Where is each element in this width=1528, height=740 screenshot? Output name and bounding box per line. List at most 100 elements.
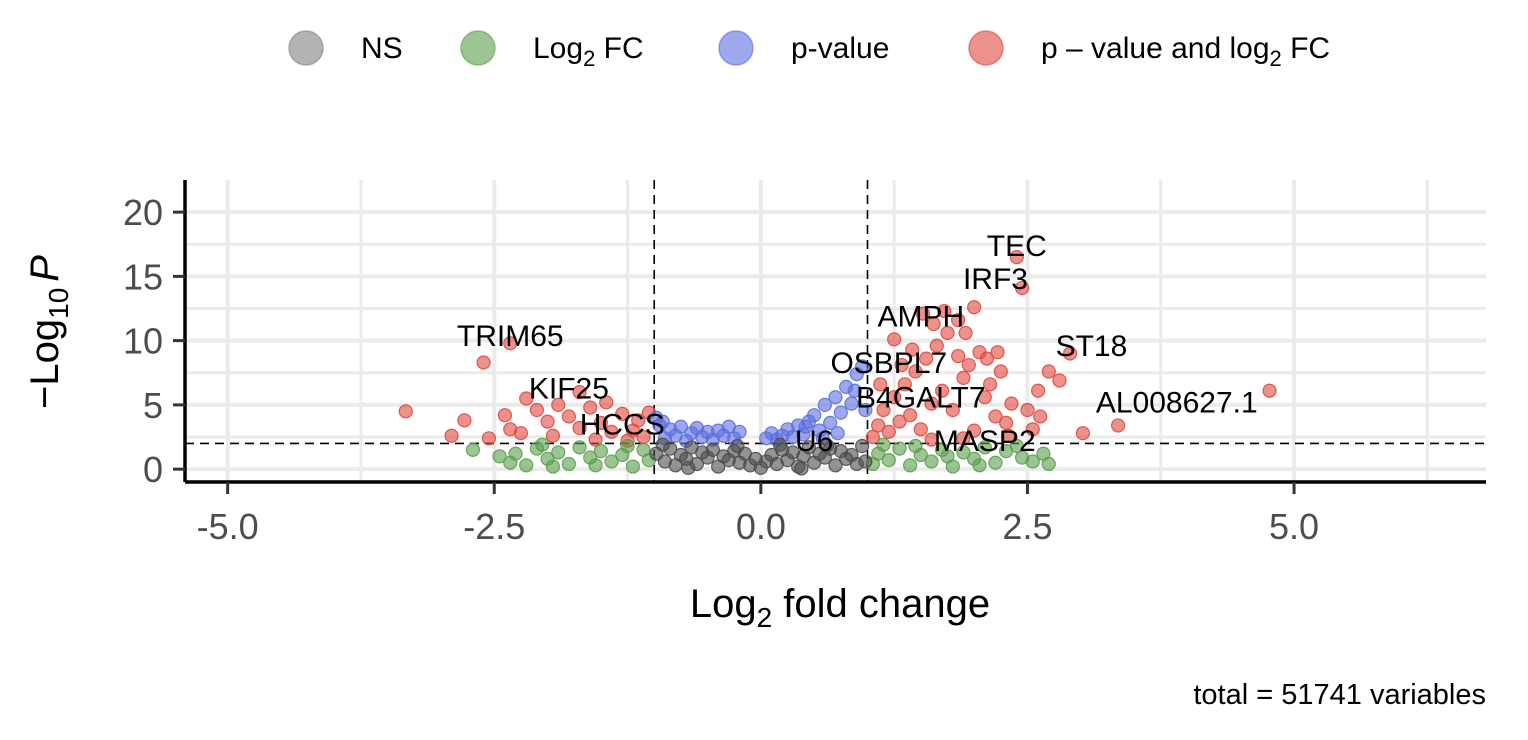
legend-key-fc [460,30,496,66]
point-both [887,390,902,405]
point-both [873,377,888,392]
x-axis-ticks: -5.0 -2.5 0.0 2.5 5.0 [197,482,1319,547]
point-fc [972,458,987,473]
point-both [593,415,608,430]
point-both [979,351,995,366]
legend-key-p [718,30,754,66]
point-ns [794,461,809,476]
point-both [545,428,561,443]
point-both [915,306,931,321]
point-fc [588,458,603,473]
point-both [457,413,472,428]
caption: total = 51741 variables [1193,679,1486,711]
gene-label: OSBPL7 [830,347,947,380]
point-both [572,384,587,400]
legend-label-fc: Log2 FC [533,32,644,71]
gene-label: AL008627.1 [1096,387,1258,420]
point-fc [1041,456,1056,472]
point-fc [956,445,971,460]
point-fc [903,458,918,473]
point-fc [535,437,550,452]
point-both [993,364,1008,379]
y-tick-label: 15 [123,256,163,297]
point-both [876,402,891,418]
point-both [519,391,534,406]
point-both [1052,373,1067,388]
point-both [398,404,413,419]
point-p [798,419,813,434]
point-ns [855,438,870,454]
point-fc [1025,454,1040,469]
x-axis-title: Log2 fold change [690,582,990,633]
cutoff-lines [185,180,1486,482]
y-axis-ticks: 0 5 10 15 20 [123,192,185,490]
point-both [894,357,909,373]
point-both [967,300,982,315]
point-both [444,428,459,443]
point-ns [772,437,788,452]
point-both [1262,383,1277,398]
point-p [828,390,843,405]
y-axis-title: −Log10P [23,255,74,409]
point-both [1041,364,1056,379]
x-tick-label: 2.5 [1002,506,1052,547]
x-tick-label: 5.0 [1269,506,1319,547]
x-tick-label: -2.5 [463,506,525,547]
point-ns [801,440,816,455]
x-tick-label: 0.0 [736,506,786,547]
point-p [732,424,747,439]
gene-label: U6 [795,425,833,458]
point-both [1025,422,1040,437]
y-tick-label: 0 [143,449,163,490]
point-fc [508,446,523,461]
point-both [513,426,529,441]
point-p [855,359,870,374]
point-ns [730,438,745,454]
point-ns [828,458,843,473]
point-both [1110,418,1126,433]
point-both [940,325,955,341]
point-fc [625,459,640,474]
point-both [599,395,614,410]
point-fc [892,441,907,456]
point-fc [545,459,561,474]
point-both [958,325,973,341]
point-p [823,415,838,430]
point-p [847,383,862,398]
point-both [983,377,998,392]
point-both [926,316,941,332]
point-p [830,426,845,441]
point-both [913,422,928,437]
legend-key-both [968,30,1004,66]
point-p [844,396,859,411]
point-fc [492,449,507,464]
point-both [561,409,577,424]
gene-label: AMPH [877,301,964,334]
gene-label: ST18 [1056,330,1128,363]
y-tick-label: 20 [123,192,163,233]
gene-label: MASP2 [934,425,1036,458]
point-fc [561,456,577,472]
point-both [481,431,497,446]
point-ns [705,442,720,457]
y-tick-label: 10 [123,321,163,362]
point-ns [655,437,670,452]
point-both [1009,250,1024,265]
point-both [476,355,491,370]
gene-label: KIF25 [529,372,609,405]
point-both [956,431,971,446]
point-both [1001,428,1016,443]
point-both [945,402,960,418]
point-fc [977,440,992,455]
point-both [892,414,907,429]
point-both [924,432,939,447]
point-fc [876,437,891,452]
point-both [881,424,896,439]
point-fc [519,458,534,473]
point-fc [924,454,939,469]
point-both [1004,396,1019,411]
gene-label: TRIM65 [457,320,564,353]
point-both [951,312,966,328]
x-tick-label: -5.0 [197,506,259,547]
